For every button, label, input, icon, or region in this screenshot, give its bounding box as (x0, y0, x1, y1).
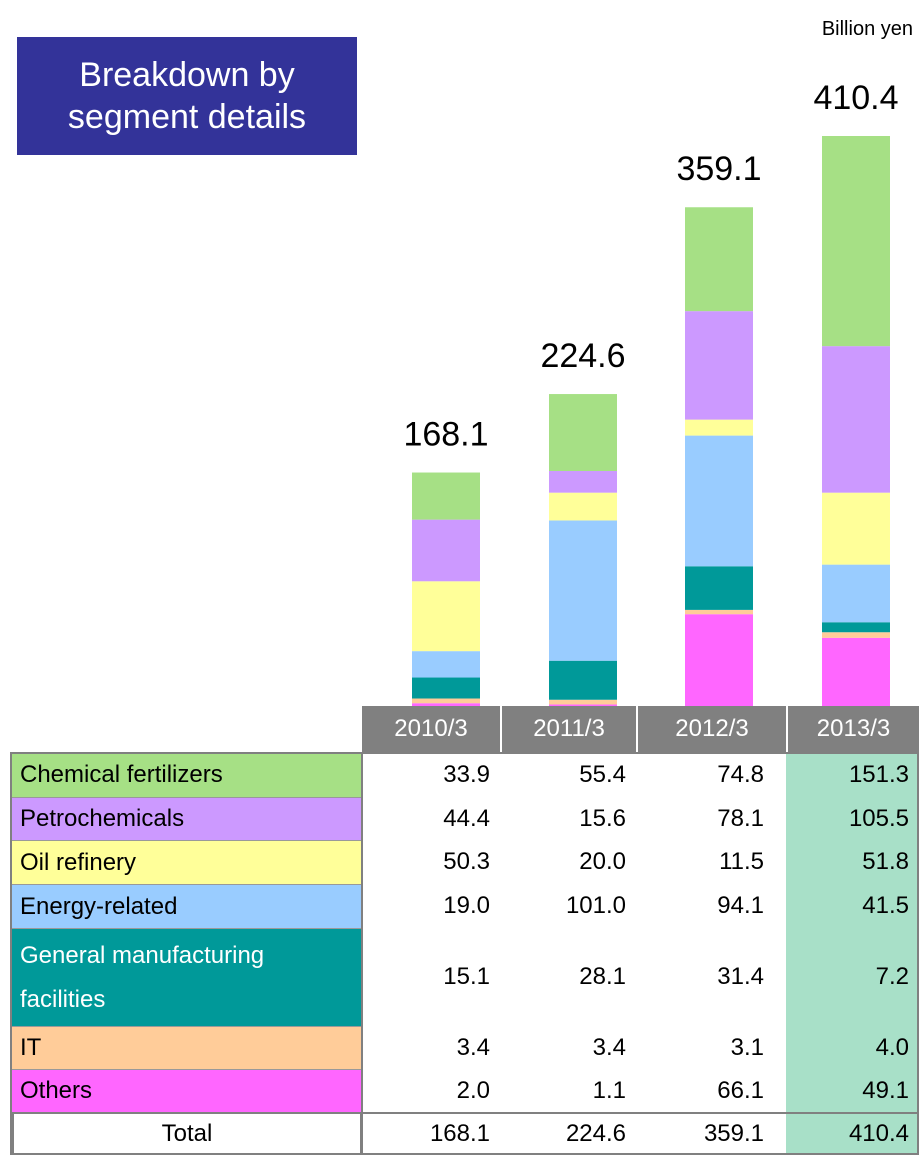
table-value: 50.3 (443, 848, 490, 875)
bar-segment (822, 564, 890, 623)
bar-segment (685, 207, 753, 312)
table-value: 55.4 (579, 760, 626, 788)
bar-segment (822, 637, 890, 706)
row-label: Petrochemicals (12, 797, 362, 840)
row-label: IT (12, 1026, 362, 1069)
bar-segment (685, 419, 753, 436)
bar-segment (685, 614, 753, 706)
bar-segment (549, 492, 617, 521)
bar-segment (685, 566, 753, 610)
bar-segment (685, 311, 753, 420)
bar-segment (822, 632, 890, 638)
table-value: 49.1 (862, 1076, 909, 1104)
total-value: 224.6 (500, 1112, 636, 1155)
table-value: 7.2 (875, 963, 909, 990)
bar-segment (412, 698, 480, 704)
bar-segment (822, 136, 890, 347)
table-value: 11.5 (719, 848, 764, 875)
table-value: 3.4 (456, 1033, 490, 1061)
row-label: Others (12, 1069, 362, 1112)
table-value: 41.5 (862, 892, 909, 919)
table-value: 2.0 (456, 1076, 490, 1104)
table-value: 78.1 (717, 804, 764, 832)
bar-segment (549, 704, 617, 706)
row-label: Chemical fertilizers (12, 752, 362, 797)
total-value: 359.1 (636, 1112, 786, 1155)
total-value: 168.1 (362, 1112, 500, 1155)
bar-segment (549, 520, 617, 661)
bar-segment (685, 609, 753, 615)
table-value: 15.1 (443, 963, 490, 990)
bar-segment (549, 394, 617, 471)
table-divider (361, 752, 363, 1155)
row-label: Oil refinery (12, 840, 362, 884)
column-header: 2012/3 (636, 706, 786, 752)
total-row-label: Total (12, 1112, 362, 1155)
table-value: 3.4 (592, 1033, 626, 1061)
table-value: 101.0 (565, 892, 626, 919)
table-value: 28.1 (579, 963, 626, 990)
total-label: 410.4 (813, 79, 898, 117)
table-value: 33.9 (443, 760, 490, 788)
total-label: 168.1 (403, 416, 488, 454)
table-value: 3.1 (730, 1033, 764, 1061)
table-value: 105.5 (848, 804, 909, 832)
bar-segment (549, 471, 617, 493)
total-label: 359.1 (676, 150, 761, 188)
total-label: 224.6 (540, 337, 625, 375)
table-value: 20.0 (579, 848, 626, 875)
table-value: 15.6 (579, 804, 626, 832)
chart-title: Breakdown by segment details (17, 37, 357, 155)
bar-segment (412, 677, 480, 699)
bar-segment (412, 472, 480, 520)
bar-segment (822, 492, 890, 565)
total-value: 410.4 (786, 1112, 919, 1155)
table-value: 51.8 (862, 848, 909, 875)
bar-segment (412, 581, 480, 652)
table-value: 74.8 (717, 760, 764, 788)
bar-segment (412, 703, 480, 706)
bar-segment (822, 346, 890, 493)
table-value: 66.1 (717, 1076, 764, 1104)
bar-segment (685, 435, 753, 567)
unit-label: Billion yen (821, 18, 913, 40)
row-label: General manufacturing facilities (12, 928, 362, 1026)
bar-segment (822, 622, 890, 633)
column-header: 2011/3 (500, 706, 636, 752)
table-value: 4.0 (875, 1033, 909, 1061)
table-value: 1.1 (592, 1076, 626, 1104)
highlight-column (786, 752, 919, 1112)
table-value: 151.3 (848, 760, 909, 788)
table-value: 31.4 (717, 963, 764, 990)
table-value: 94.1 (717, 892, 764, 919)
bar-segment (549, 699, 617, 705)
table-value: 19.0 (443, 892, 490, 919)
row-label: Energy-related (12, 884, 362, 928)
bar-segment (412, 651, 480, 678)
bar-segment (412, 519, 480, 582)
table-value: 44.4 (443, 804, 490, 832)
header-bg (362, 706, 919, 752)
column-header: 2013/3 (786, 706, 919, 752)
column-header: 2010/3 (394, 715, 468, 742)
bar-segment (549, 660, 617, 700)
